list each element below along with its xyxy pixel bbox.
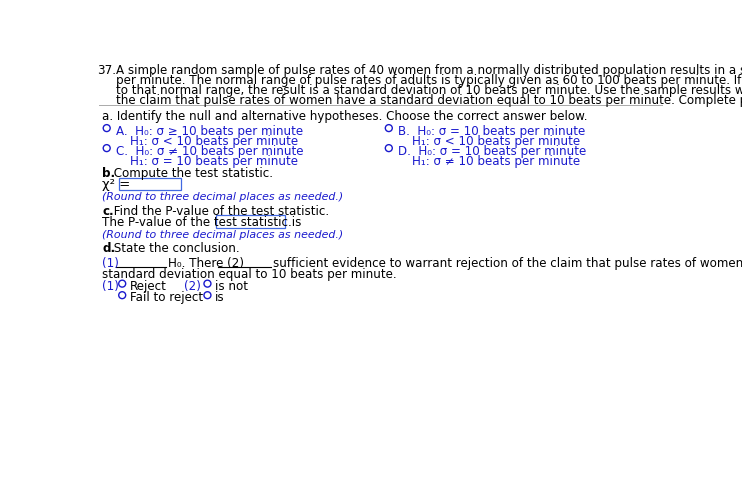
Text: H₁: σ ≠ 10 beats per minute: H₁: σ ≠ 10 beats per minute — [412, 155, 580, 168]
Text: to that normal range, the result is a standard deviation of 10 beats per minute.: to that normal range, the result is a st… — [116, 84, 742, 97]
Text: the claim that pulse rates of women have a standard deviation equal to 10 beats : the claim that pulse rates of women have… — [116, 94, 742, 107]
Text: H₁: σ = 10 beats per minute: H₁: σ = 10 beats per minute — [130, 155, 298, 168]
Text: is: is — [215, 292, 225, 304]
Text: per minute. The normal range of pulse rates of adults is typically given as 60 t: per minute. The normal range of pulse ra… — [116, 74, 742, 87]
Text: (1): (1) — [102, 257, 119, 270]
Text: A.  H₀: σ ≥ 10 beats per minute: A. H₀: σ ≥ 10 beats per minute — [116, 125, 303, 138]
Text: (1): (1) — [102, 280, 119, 293]
Text: H₀. There (2): H₀. There (2) — [168, 257, 244, 270]
Text: sufficient evidence to warrant rejection of the claim that pulse rates of women : sufficient evidence to warrant rejection… — [272, 257, 742, 270]
Text: (Round to three decimal places as needed.): (Round to three decimal places as needed… — [102, 192, 343, 202]
Text: .: . — [287, 216, 291, 229]
Text: b.: b. — [102, 167, 115, 180]
Text: Compute the test statistic.: Compute the test statistic. — [110, 167, 273, 180]
Text: is not: is not — [215, 280, 249, 293]
Text: 37.: 37. — [96, 64, 116, 77]
Text: (Round to three decimal places as needed.): (Round to three decimal places as needed… — [102, 230, 343, 240]
Text: a. Identify the null and alternative hypotheses. Choose the correct answer below: a. Identify the null and alternative hyp… — [102, 110, 588, 122]
Text: The P-value of the test statistic is: The P-value of the test statistic is — [102, 216, 301, 229]
Text: D.  H₀: σ = 10 beats per minute: D. H₀: σ = 10 beats per minute — [398, 145, 586, 158]
Text: C.  H₀: σ ≠ 10 beats per minute: C. H₀: σ ≠ 10 beats per minute — [116, 145, 303, 158]
FancyBboxPatch shape — [217, 216, 286, 228]
Text: Find the P-value of the test statistic.: Find the P-value of the test statistic. — [110, 205, 329, 218]
Text: H₁: σ < 10 beats per minute: H₁: σ < 10 beats per minute — [130, 135, 298, 148]
Text: χ² =: χ² = — [102, 178, 131, 191]
Text: d.: d. — [102, 242, 115, 255]
Text: c.: c. — [102, 205, 114, 218]
Text: Fail to reject: Fail to reject — [130, 292, 203, 304]
FancyBboxPatch shape — [119, 178, 182, 190]
Text: A simple random sample of pulse rates of 40 women from a normally distributed po: A simple random sample of pulse rates of… — [116, 64, 742, 77]
Text: Reject: Reject — [130, 280, 167, 293]
Text: standard deviation equal to 10 beats per minute.: standard deviation equal to 10 beats per… — [102, 268, 397, 281]
Text: State the conclusion.: State the conclusion. — [110, 242, 240, 255]
Text: B.  H₀: σ = 10 beats per minute: B. H₀: σ = 10 beats per minute — [398, 125, 585, 138]
Text: (2): (2) — [184, 280, 201, 293]
Text: H₁: σ < 10 beats per minute: H₁: σ < 10 beats per minute — [412, 135, 580, 148]
